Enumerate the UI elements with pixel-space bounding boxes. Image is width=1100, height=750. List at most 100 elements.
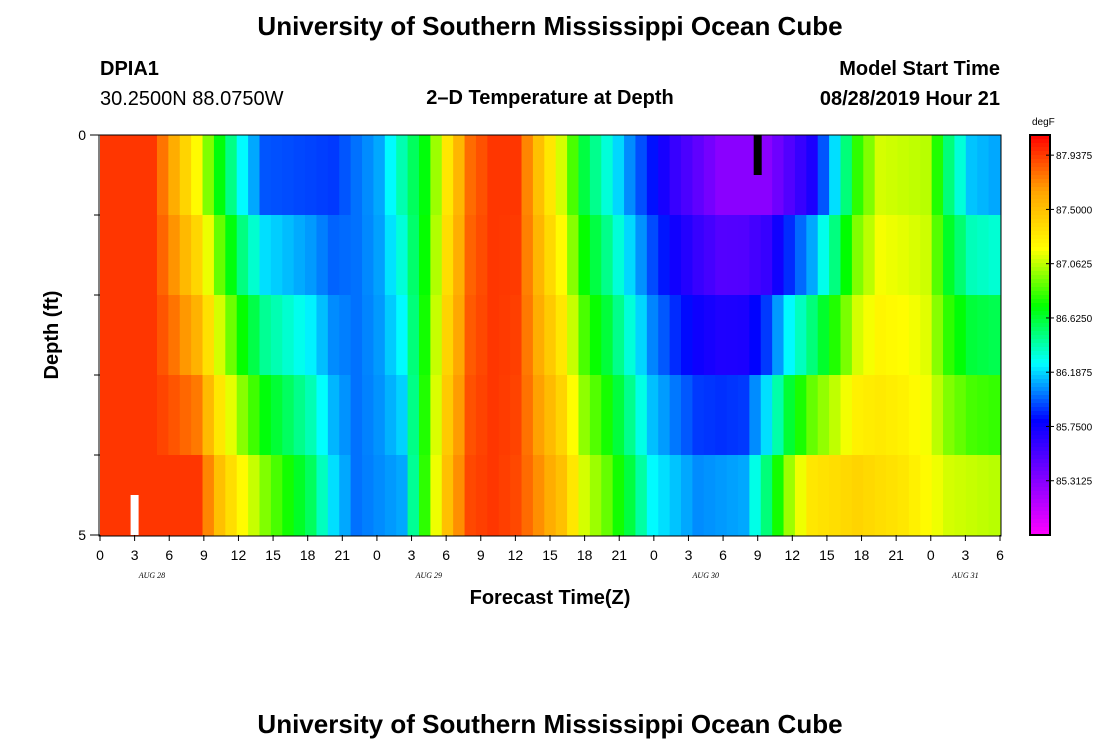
colorbar-segment: [1030, 455, 1050, 460]
heatmap-cell: [908, 295, 921, 376]
model-start-label: Model Start Time: [839, 58, 1000, 80]
heatmap-cell: [954, 455, 967, 536]
heatmap-cell: [851, 215, 864, 296]
heatmap-cell: [829, 215, 842, 296]
heatmap-cell: [134, 375, 147, 456]
heatmap-cell: [396, 295, 409, 376]
colorbar-segment: [1030, 459, 1050, 464]
heatmap-cell: [179, 295, 192, 376]
colorbar-segment: [1030, 379, 1050, 384]
heatmap-cell: [954, 215, 967, 296]
heatmap-cell: [145, 375, 158, 456]
colorbar-segment: [1030, 299, 1050, 304]
heatmap-cell: [532, 295, 545, 376]
heatmap-cell: [259, 215, 272, 296]
heatmap-cell: [635, 135, 648, 216]
colorbar-segment: [1030, 499, 1050, 504]
heatmap-cell: [202, 455, 215, 536]
heatmap-cell: [886, 295, 899, 376]
heatmap-cell: [122, 215, 135, 296]
heatmap-cell: [282, 295, 295, 376]
main-title: University of Southern Mississippi Ocean…: [257, 11, 842, 41]
heatmap-cell: [487, 295, 500, 376]
heatmap-cell: [156, 455, 169, 536]
heatmap-cell: [635, 455, 648, 536]
heatmap-cell: [874, 375, 887, 456]
heatmap-cell: [646, 455, 659, 536]
heatmap-cell: [555, 375, 568, 456]
heatmap-cell: [829, 135, 842, 216]
heatmap-cell: [681, 295, 693, 376]
x-tick-label: 21: [611, 547, 627, 563]
heatmap-cell: [521, 375, 534, 456]
heatmap-cell: [897, 135, 910, 216]
colorbar-segment: [1030, 135, 1050, 140]
heatmap-cell: [589, 375, 602, 456]
colorbar-segment: [1030, 467, 1050, 472]
heatmap-cell: [954, 295, 967, 376]
heatmap-cell: [191, 295, 204, 376]
heatmap-cell: [555, 455, 568, 536]
colorbar-segment: [1030, 155, 1050, 160]
heatmap-cell: [464, 455, 477, 536]
heatmap-cell: [248, 135, 261, 216]
heatmap-cell: [350, 455, 363, 536]
heatmap-cell: [407, 295, 420, 376]
heatmap-cell: [977, 375, 990, 456]
heatmap-cell: [441, 455, 454, 536]
heatmap-cell: [362, 295, 375, 376]
colorbar-segment: [1030, 231, 1050, 236]
heatmap-cell: [475, 215, 488, 296]
colorbar-segment: [1030, 239, 1050, 244]
heatmap-cell: [510, 135, 523, 216]
heatmap-cell: [191, 455, 204, 536]
heatmap-cell: [624, 375, 637, 456]
colorbar-segment: [1030, 143, 1050, 148]
heatmap-cell: [316, 215, 329, 296]
heatmap-cell: [965, 375, 978, 456]
x-tick-label: 3: [408, 547, 416, 563]
heatmap-cell: [760, 295, 773, 376]
heatmap-cell: [407, 215, 420, 296]
colorbar-tick-label: 86.1875: [1056, 368, 1093, 379]
heatmap-cell: [703, 455, 716, 536]
heatmap-cell: [407, 375, 420, 456]
heatmap-cell: [886, 215, 899, 296]
heatmap-cell: [532, 455, 545, 536]
colorbar-tick-label: 86.6250: [1056, 314, 1093, 325]
heatmap-cell: [931, 295, 944, 376]
heatmap-cell: [806, 295, 819, 376]
heatmap-cell: [624, 215, 637, 296]
colorbar-segment: [1030, 531, 1050, 536]
heatmap-cell: [532, 215, 545, 296]
heatmap-cell: [202, 375, 215, 456]
heatmap-cell: [145, 295, 158, 376]
heatmap-cell: [863, 455, 876, 536]
heatmap-cell: [612, 135, 625, 216]
colorbar-segment: [1030, 319, 1050, 324]
colorbar-segment: [1030, 363, 1050, 368]
heatmap-cell: [749, 375, 762, 456]
heatmap-cell: [886, 135, 899, 216]
heatmap-cell: [589, 455, 602, 536]
colorbar-segment: [1030, 447, 1050, 452]
heatmap-cell: [407, 455, 420, 536]
colorbar-segment: [1030, 211, 1050, 216]
heatmap-cell: [567, 455, 580, 536]
x-tick-label: 15: [265, 547, 281, 563]
heatmap-cell: [863, 295, 876, 376]
heatmap-cell: [908, 455, 921, 536]
colorbar-segment: [1030, 243, 1050, 248]
colorbar-segment: [1030, 283, 1050, 288]
heatmap-cell: [886, 375, 899, 456]
heatmap-cell: [339, 135, 352, 216]
x-tick-label: 6: [442, 547, 450, 563]
colorbar-segment: [1030, 175, 1050, 180]
heatmap-cell: [316, 135, 329, 216]
chart-subtitle: 2–D Temperature at Depth: [426, 87, 673, 109]
heatmap-cell: [441, 215, 454, 296]
x-tick-label: 0: [650, 547, 658, 563]
heatmap-cell: [589, 295, 602, 376]
heatmap-cell: [897, 375, 910, 456]
heatmap-cell: [384, 215, 397, 296]
